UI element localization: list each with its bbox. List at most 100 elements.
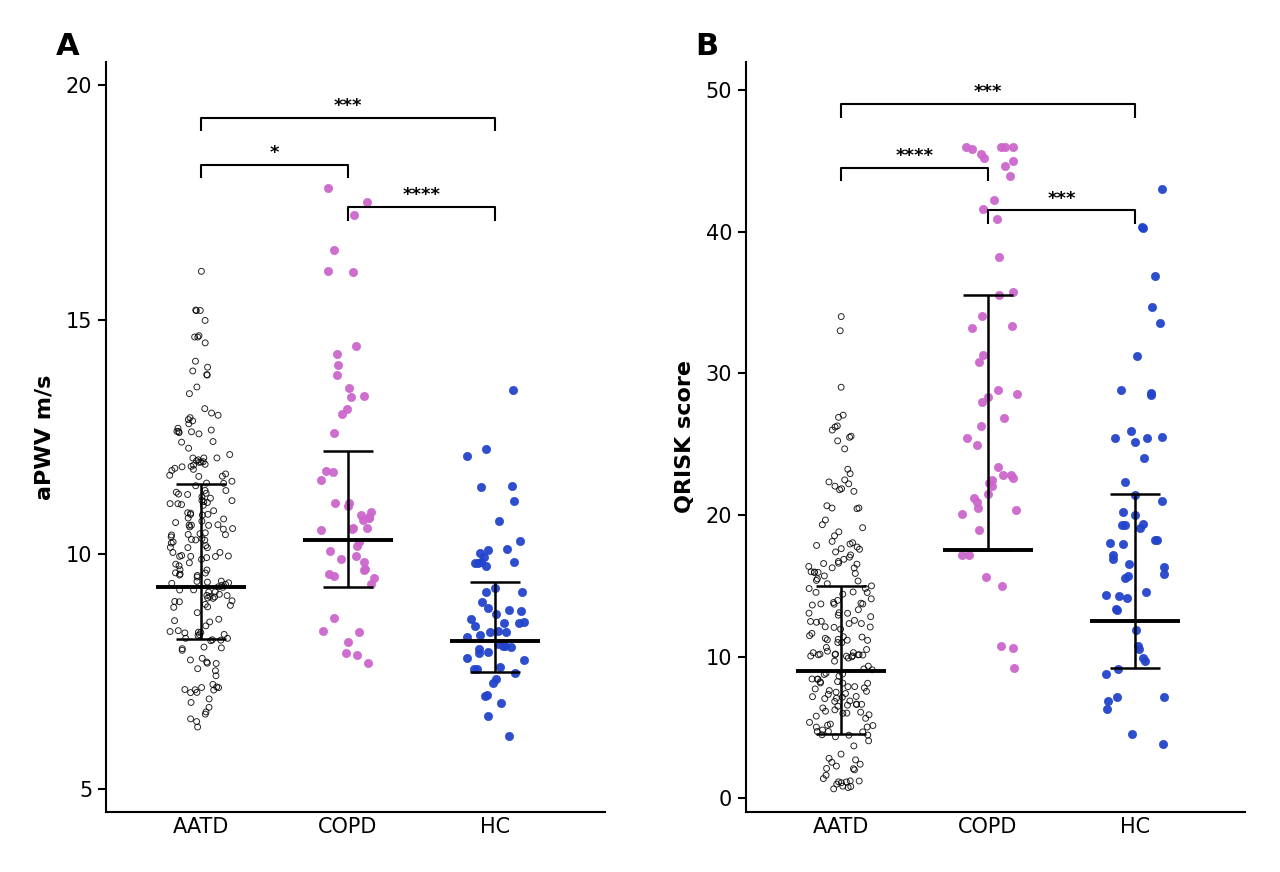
- Point: [1129, 642, 1149, 656]
- Point: [343, 521, 364, 535]
- Point: [837, 698, 858, 712]
- Point: [1002, 319, 1023, 333]
- Point: [178, 412, 198, 426]
- Point: [828, 525, 849, 539]
- Point: [988, 249, 1009, 263]
- Point: [813, 772, 833, 786]
- Point: [468, 556, 489, 570]
- Point: [828, 606, 849, 620]
- Point: [212, 522, 233, 536]
- Point: [163, 546, 183, 560]
- Point: [202, 434, 223, 448]
- Point: [311, 473, 332, 487]
- Point: [832, 691, 852, 705]
- Point: [169, 559, 189, 573]
- Point: [323, 465, 343, 479]
- Point: [806, 574, 827, 588]
- Point: [215, 484, 236, 498]
- Point: [858, 677, 878, 691]
- Point: [804, 565, 824, 579]
- Point: [806, 585, 827, 599]
- Point: [494, 638, 515, 652]
- Point: [961, 142, 982, 156]
- Point: [826, 545, 846, 559]
- Point: [191, 680, 211, 694]
- Point: [1119, 557, 1139, 571]
- Point: [1153, 737, 1174, 751]
- Point: [837, 706, 858, 720]
- Point: [500, 640, 521, 654]
- Point: [200, 615, 220, 629]
- Point: [1098, 694, 1119, 708]
- Point: [972, 309, 992, 323]
- Point: [197, 541, 218, 555]
- Point: [476, 585, 497, 599]
- Point: [357, 195, 378, 209]
- Point: [1140, 385, 1161, 399]
- Point: [330, 552, 351, 566]
- Point: [1121, 424, 1142, 438]
- Point: [1106, 603, 1126, 617]
- Point: [338, 499, 358, 513]
- Point: [983, 194, 1004, 208]
- Point: [840, 550, 860, 564]
- Point: [810, 647, 831, 661]
- Point: [828, 632, 849, 646]
- Point: [845, 753, 865, 766]
- Point: [844, 762, 864, 776]
- Point: [995, 140, 1015, 153]
- Point: [842, 585, 863, 599]
- Point: [806, 538, 827, 552]
- Point: [183, 582, 204, 596]
- Point: [1153, 690, 1174, 704]
- Point: [509, 534, 530, 548]
- Point: [196, 539, 216, 553]
- Point: [197, 368, 218, 382]
- Point: [211, 578, 232, 592]
- Point: [178, 511, 198, 525]
- Point: [172, 548, 192, 562]
- Point: [160, 468, 180, 482]
- Point: [214, 628, 234, 642]
- Point: [183, 458, 204, 472]
- Point: [499, 729, 520, 743]
- Point: [355, 555, 375, 569]
- Point: [338, 381, 358, 395]
- Point: [183, 451, 204, 465]
- Point: [817, 641, 837, 655]
- Point: [332, 407, 352, 421]
- Point: [178, 541, 198, 555]
- Point: [1102, 553, 1123, 567]
- Point: [1116, 590, 1137, 604]
- Y-axis label: aPWV m/s: aPWV m/s: [35, 374, 55, 500]
- Point: [852, 648, 873, 662]
- Point: [221, 474, 242, 488]
- Point: [996, 159, 1016, 173]
- Point: [343, 265, 364, 279]
- Point: [165, 557, 186, 571]
- Point: [813, 701, 833, 715]
- Point: [1097, 702, 1117, 716]
- Point: [179, 520, 200, 534]
- Point: [180, 653, 201, 667]
- Point: [826, 685, 846, 699]
- Point: [1125, 434, 1146, 448]
- Point: [972, 146, 992, 160]
- Point: [808, 672, 828, 686]
- Point: [808, 648, 828, 662]
- Point: [847, 574, 868, 588]
- Point: [187, 453, 207, 467]
- Point: [503, 494, 524, 508]
- Point: [819, 752, 840, 766]
- Point: [215, 528, 236, 542]
- Point: [192, 494, 212, 508]
- Point: [195, 707, 215, 721]
- Point: [513, 653, 534, 667]
- Point: [1115, 570, 1135, 584]
- Point: [840, 430, 860, 444]
- Point: [172, 642, 192, 656]
- Point: [472, 595, 493, 609]
- Point: [992, 580, 1012, 594]
- Point: [504, 666, 525, 680]
- Point: [851, 630, 872, 644]
